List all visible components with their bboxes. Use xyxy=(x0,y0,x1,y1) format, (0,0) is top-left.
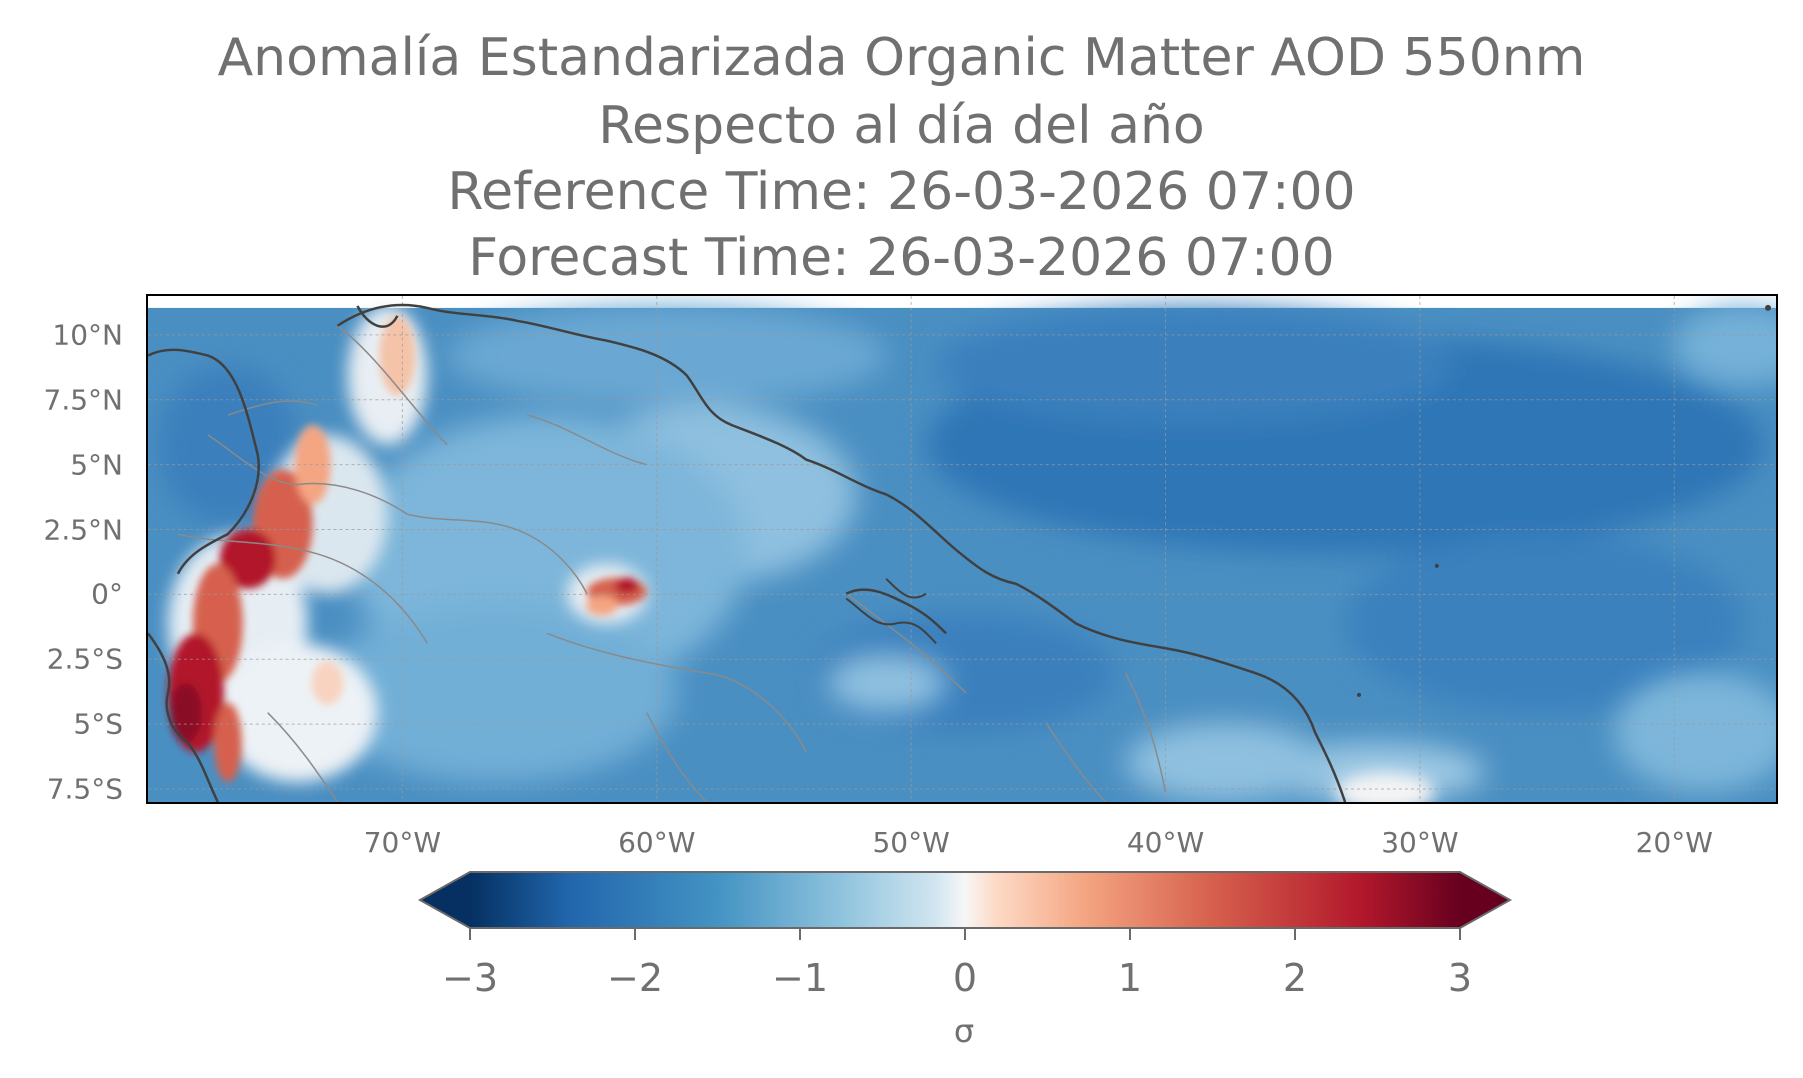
top-no-data-strip xyxy=(148,296,1776,308)
longitude-label: 20°W xyxy=(1635,826,1713,859)
longitude-label: 30°W xyxy=(1381,826,1459,859)
title-line-3: Reference Time: 26-03-2026 07:00 xyxy=(447,162,1356,222)
longitude-label: 50°W xyxy=(872,826,950,859)
longitude-label: 70°W xyxy=(363,826,442,859)
coastlines xyxy=(148,303,1347,802)
latitude-label: 7.5°N xyxy=(43,383,123,417)
island-marker xyxy=(1765,304,1772,311)
island-marker xyxy=(1357,692,1362,697)
colorbar-unit-label: σ xyxy=(953,1012,975,1050)
dark-ocean-band xyxy=(157,305,1765,733)
longitude-label: 40°W xyxy=(1126,826,1205,859)
latitude-label: 0° xyxy=(91,577,123,611)
light-blue-regions xyxy=(317,305,1776,802)
latitude-label: 7.5°S xyxy=(46,772,123,806)
title-line-1: Anomalía Estandarizada Organic Matter AO… xyxy=(217,28,1586,88)
colorbar-tick-label: 3 xyxy=(1447,956,1473,1000)
longitude-label: 60°W xyxy=(618,826,696,859)
title-line-2: Respecto al día del año xyxy=(598,96,1205,156)
colorbar-tick-label: −2 xyxy=(606,956,664,1000)
title-line-4: Forecast Time: 26-03-2026 07:00 xyxy=(468,228,1335,288)
country-borders xyxy=(177,325,1167,802)
colorbar-extend-high xyxy=(1460,872,1510,928)
colorbar-ticks xyxy=(469,928,1461,940)
colorbar-tick-label: 0 xyxy=(952,956,978,1000)
colorbar-tick-label: 1 xyxy=(1117,956,1143,1000)
latitude-label: 10°N xyxy=(52,318,123,352)
island-details xyxy=(845,578,937,644)
island-marker xyxy=(1434,563,1439,568)
latitude-label: 5°S xyxy=(73,707,123,741)
latitude-label: 5°N xyxy=(70,448,123,482)
colorbar-tick-label: −1 xyxy=(771,956,829,1000)
colorbar-tick-label: 2 xyxy=(1282,956,1308,1000)
colorbar-tick-label: −3 xyxy=(441,956,499,1000)
colorbar xyxy=(417,871,1513,940)
map-gridlines xyxy=(148,296,1776,802)
latitude-label: 2.5°N xyxy=(43,513,123,547)
latitude-label: 2.5°S xyxy=(46,642,123,676)
anomaly-field-map xyxy=(148,296,1776,802)
colorbar-gradient xyxy=(470,872,1460,928)
colorbar-extend-low xyxy=(420,872,470,928)
map-panel xyxy=(146,294,1778,804)
